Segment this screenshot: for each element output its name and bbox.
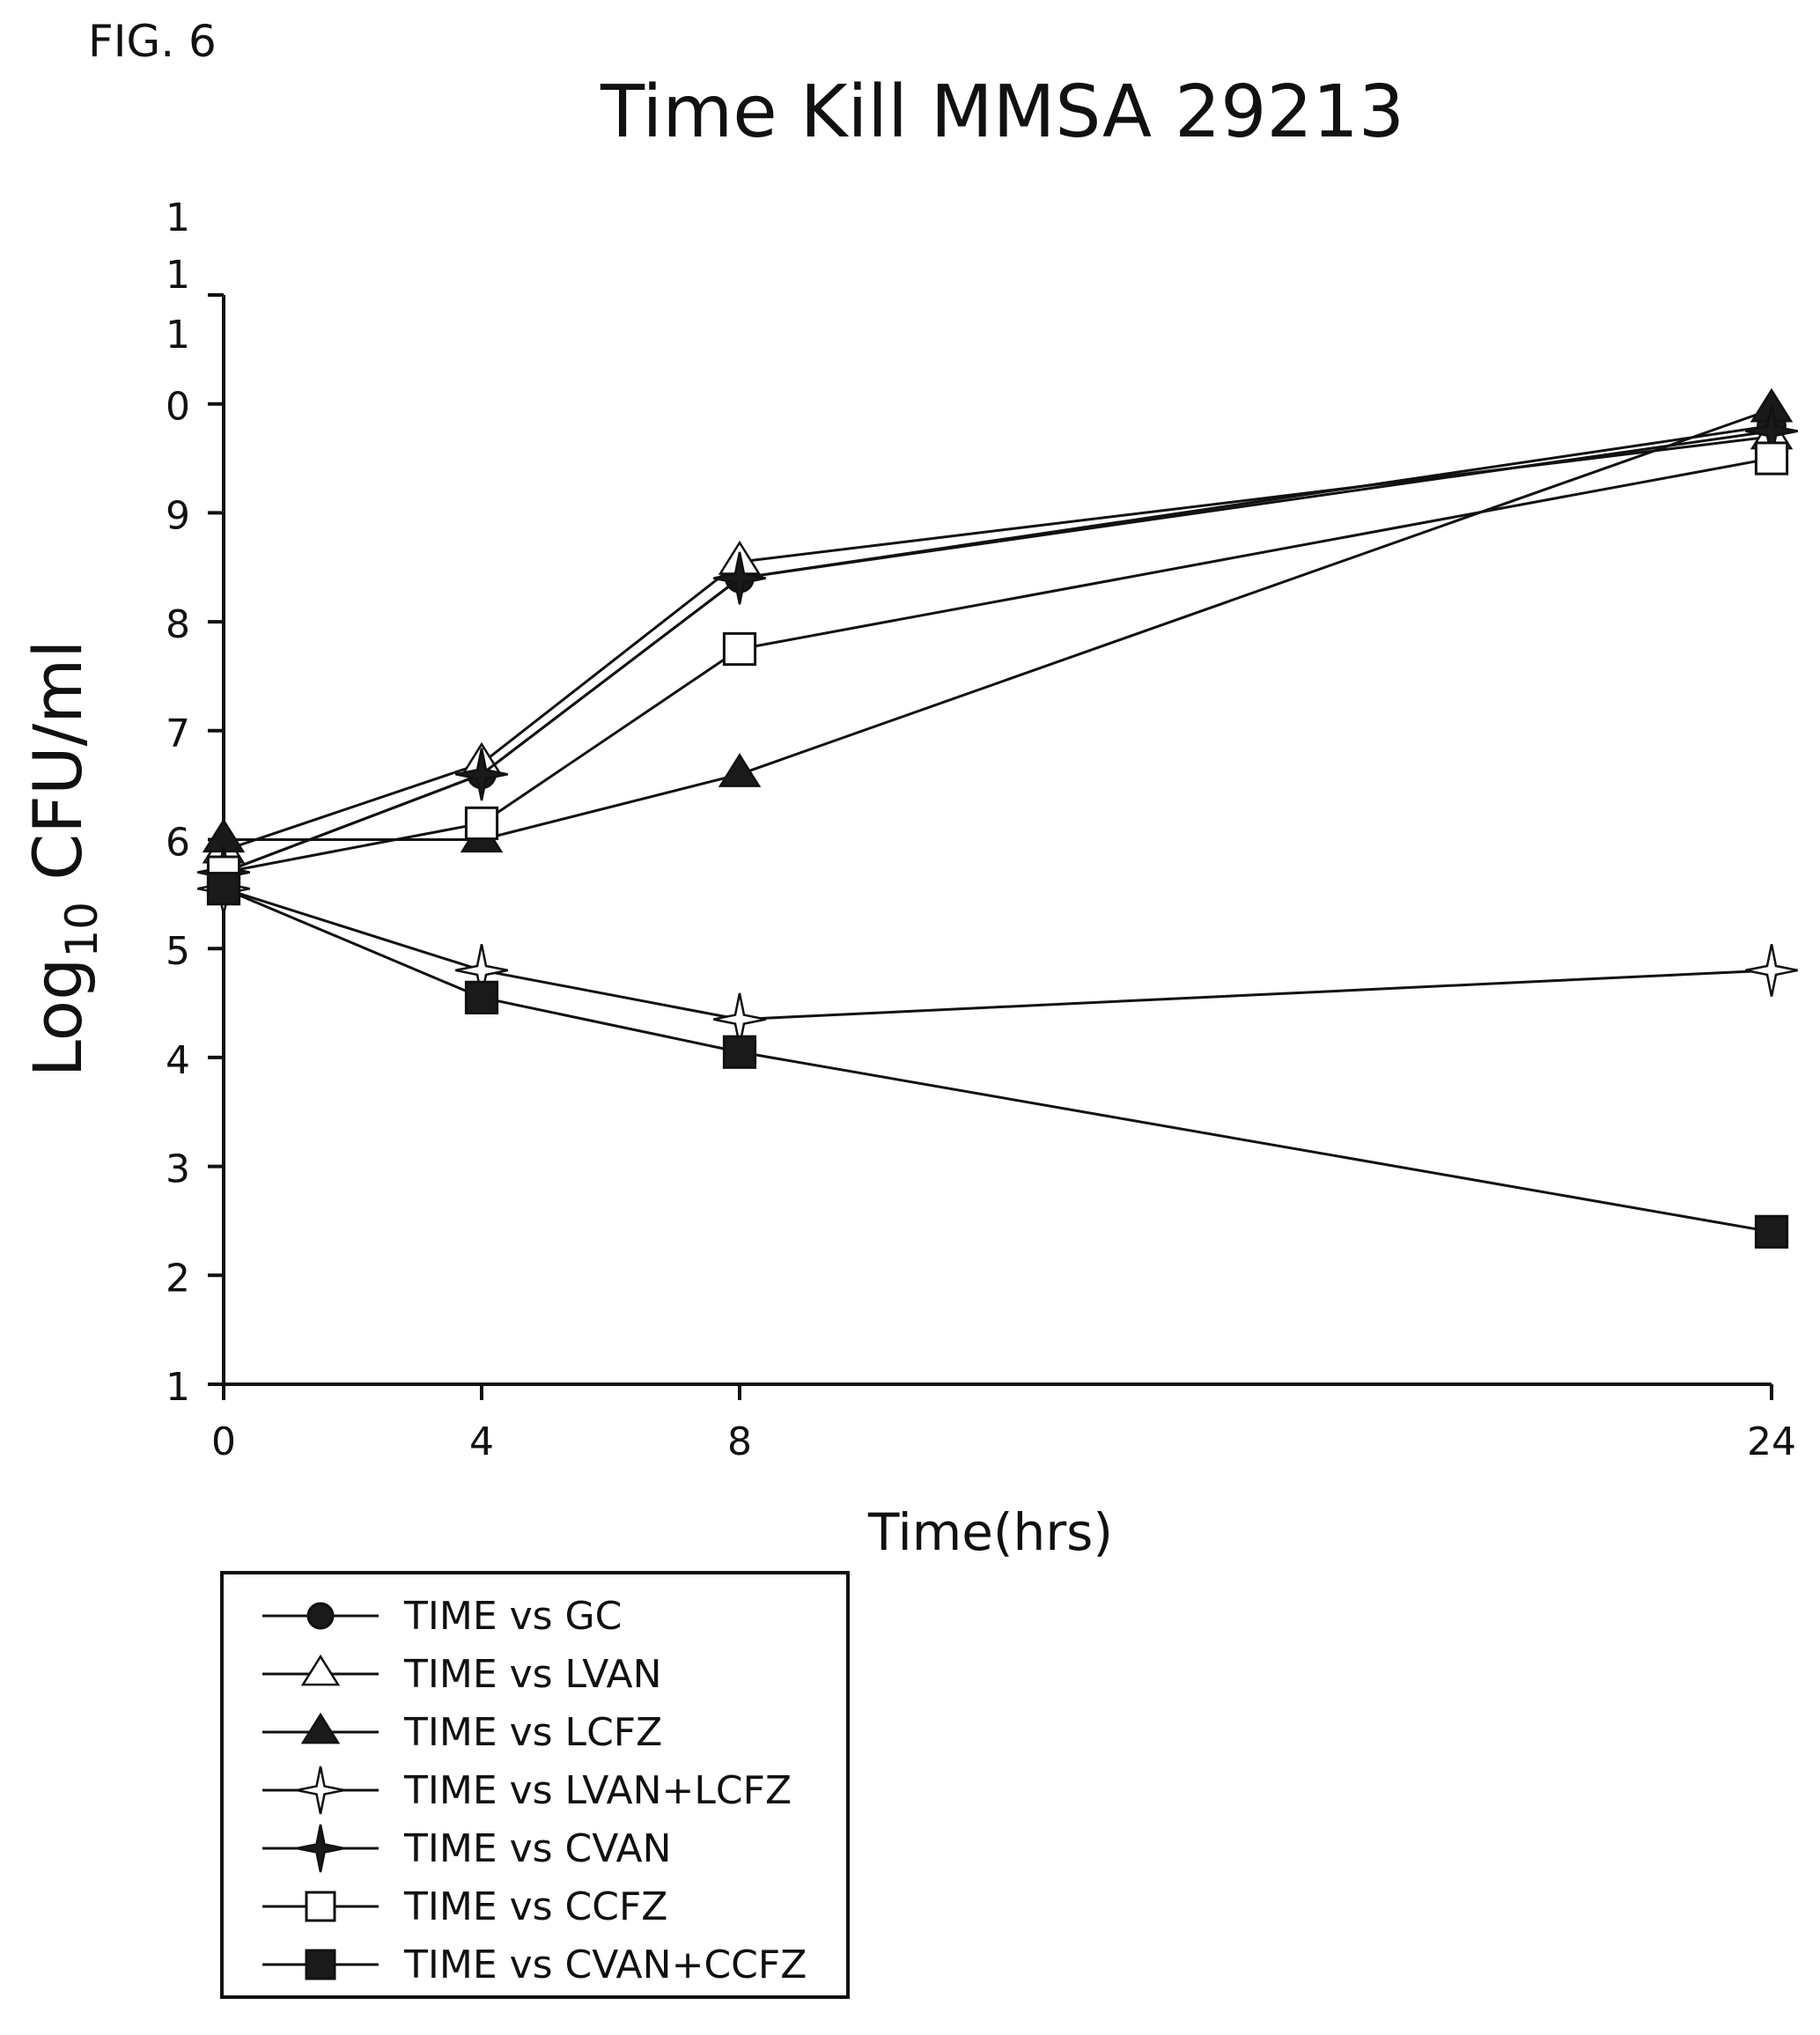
legend-item: TIME vs CVAN — [224, 1819, 846, 1877]
legend-swatch — [262, 1712, 379, 1744]
legend-swatch-marker — [300, 1712, 341, 1744]
y-tick-label: 1 — [166, 1365, 190, 1410]
chart-title: Time Kill MMSA 29213 — [600, 70, 1404, 154]
series-6 — [206, 872, 1789, 1249]
legend-swatch-marker — [306, 1602, 335, 1630]
legend-label: TIME vs CVAN — [404, 1826, 672, 1871]
x-tick-label: 0 — [211, 1419, 236, 1464]
legend-swatch — [262, 1949, 379, 1980]
legend-label: TIME vs LVAN — [404, 1652, 662, 1697]
series-line — [223, 887, 1772, 1234]
legend-item: TIME vs CVAN+CCFZ — [224, 1935, 846, 1994]
data-point — [1745, 943, 1798, 997]
legend-label: TIME vs LCFZ — [404, 1710, 663, 1755]
data-point — [464, 980, 499, 1014]
data-point — [722, 631, 757, 667]
data-point — [455, 748, 508, 801]
legend-item: TIME vs LVAN+LCFZ — [224, 1761, 846, 1819]
legend-label: TIME vs CVAN+CCFZ — [404, 1943, 807, 1987]
y-axis-label-main: Log — [18, 958, 97, 1078]
data-point — [464, 806, 499, 841]
data-point — [713, 551, 766, 605]
legend-label: TIME vs CCFZ — [404, 1884, 668, 1929]
y-tick-label: 7 — [166, 712, 190, 756]
y-tick-label: 0 — [166, 385, 190, 430]
y-axis-label-unit: CFU/ml — [18, 640, 97, 902]
data-point — [1754, 1214, 1789, 1249]
legend-item: TIME vs CCFZ — [224, 1877, 846, 1935]
legend-item: TIME vs LCFZ — [224, 1703, 846, 1761]
y-tick-label: 1 — [166, 313, 190, 358]
series-line — [223, 430, 1772, 874]
y-tick-label: 1 — [166, 195, 190, 240]
figure-label: FIG. 6 — [88, 16, 217, 67]
series-5 — [206, 441, 1789, 889]
legend-swatch — [262, 1824, 379, 1873]
data-point — [1754, 441, 1789, 476]
legend-swatch-marker — [305, 1891, 336, 1922]
legend-swatch-marker — [305, 1949, 336, 1980]
legend-label: TIME vs GC — [404, 1594, 623, 1639]
legend-swatch — [262, 1654, 379, 1686]
series-line — [223, 435, 1772, 852]
y-tick-label: 9 — [166, 493, 190, 538]
y-tick-label: 4 — [166, 1038, 190, 1083]
data-point — [722, 1035, 757, 1069]
data-point — [718, 753, 762, 787]
series-3 — [197, 862, 1798, 1046]
y-tick-label: 8 — [166, 602, 190, 647]
legend: TIME vs GC TIME vs LVAN TIME vs LCFZ TIME v… — [220, 1571, 850, 1999]
data-point — [206, 872, 241, 906]
y-tick-label: 3 — [166, 1147, 190, 1192]
series-4 — [197, 404, 1798, 899]
legend-swatch — [262, 1891, 379, 1922]
series-line — [223, 457, 1772, 874]
x-axis-label: Time(hrs) — [867, 1502, 1113, 1562]
series-line — [224, 408, 1772, 841]
series-layer — [197, 387, 1798, 1249]
y-tick-label: 1 — [166, 253, 190, 298]
series-1 — [202, 415, 1794, 864]
x-tick-label: 8 — [727, 1419, 752, 1464]
series-line — [223, 887, 1772, 1021]
legend-swatch-marker — [300, 1654, 341, 1686]
y-tick-label: 2 — [166, 1256, 190, 1301]
x-tick-label: 4 — [469, 1419, 494, 1464]
y-tick-label: 6 — [166, 821, 190, 866]
series-2 — [202, 387, 1794, 853]
legend-swatch — [262, 1766, 379, 1815]
legend-swatch-marker — [296, 1766, 345, 1815]
series-0 — [209, 410, 1787, 888]
y-axis-label-subscript: 10 — [56, 902, 107, 958]
legend-label: TIME vs LVAN+LCFZ — [404, 1768, 792, 1813]
legend-swatch — [262, 1602, 379, 1630]
legend-item: TIME vs LVAN — [224, 1645, 846, 1703]
y-axis-label: Log10 CFU/ml — [18, 640, 107, 1078]
y-tick-label: 5 — [166, 929, 190, 974]
legend-swatch-marker — [296, 1824, 345, 1873]
legend-item: TIME vs GC — [224, 1587, 846, 1645]
x-tick-label: 24 — [1747, 1419, 1796, 1464]
